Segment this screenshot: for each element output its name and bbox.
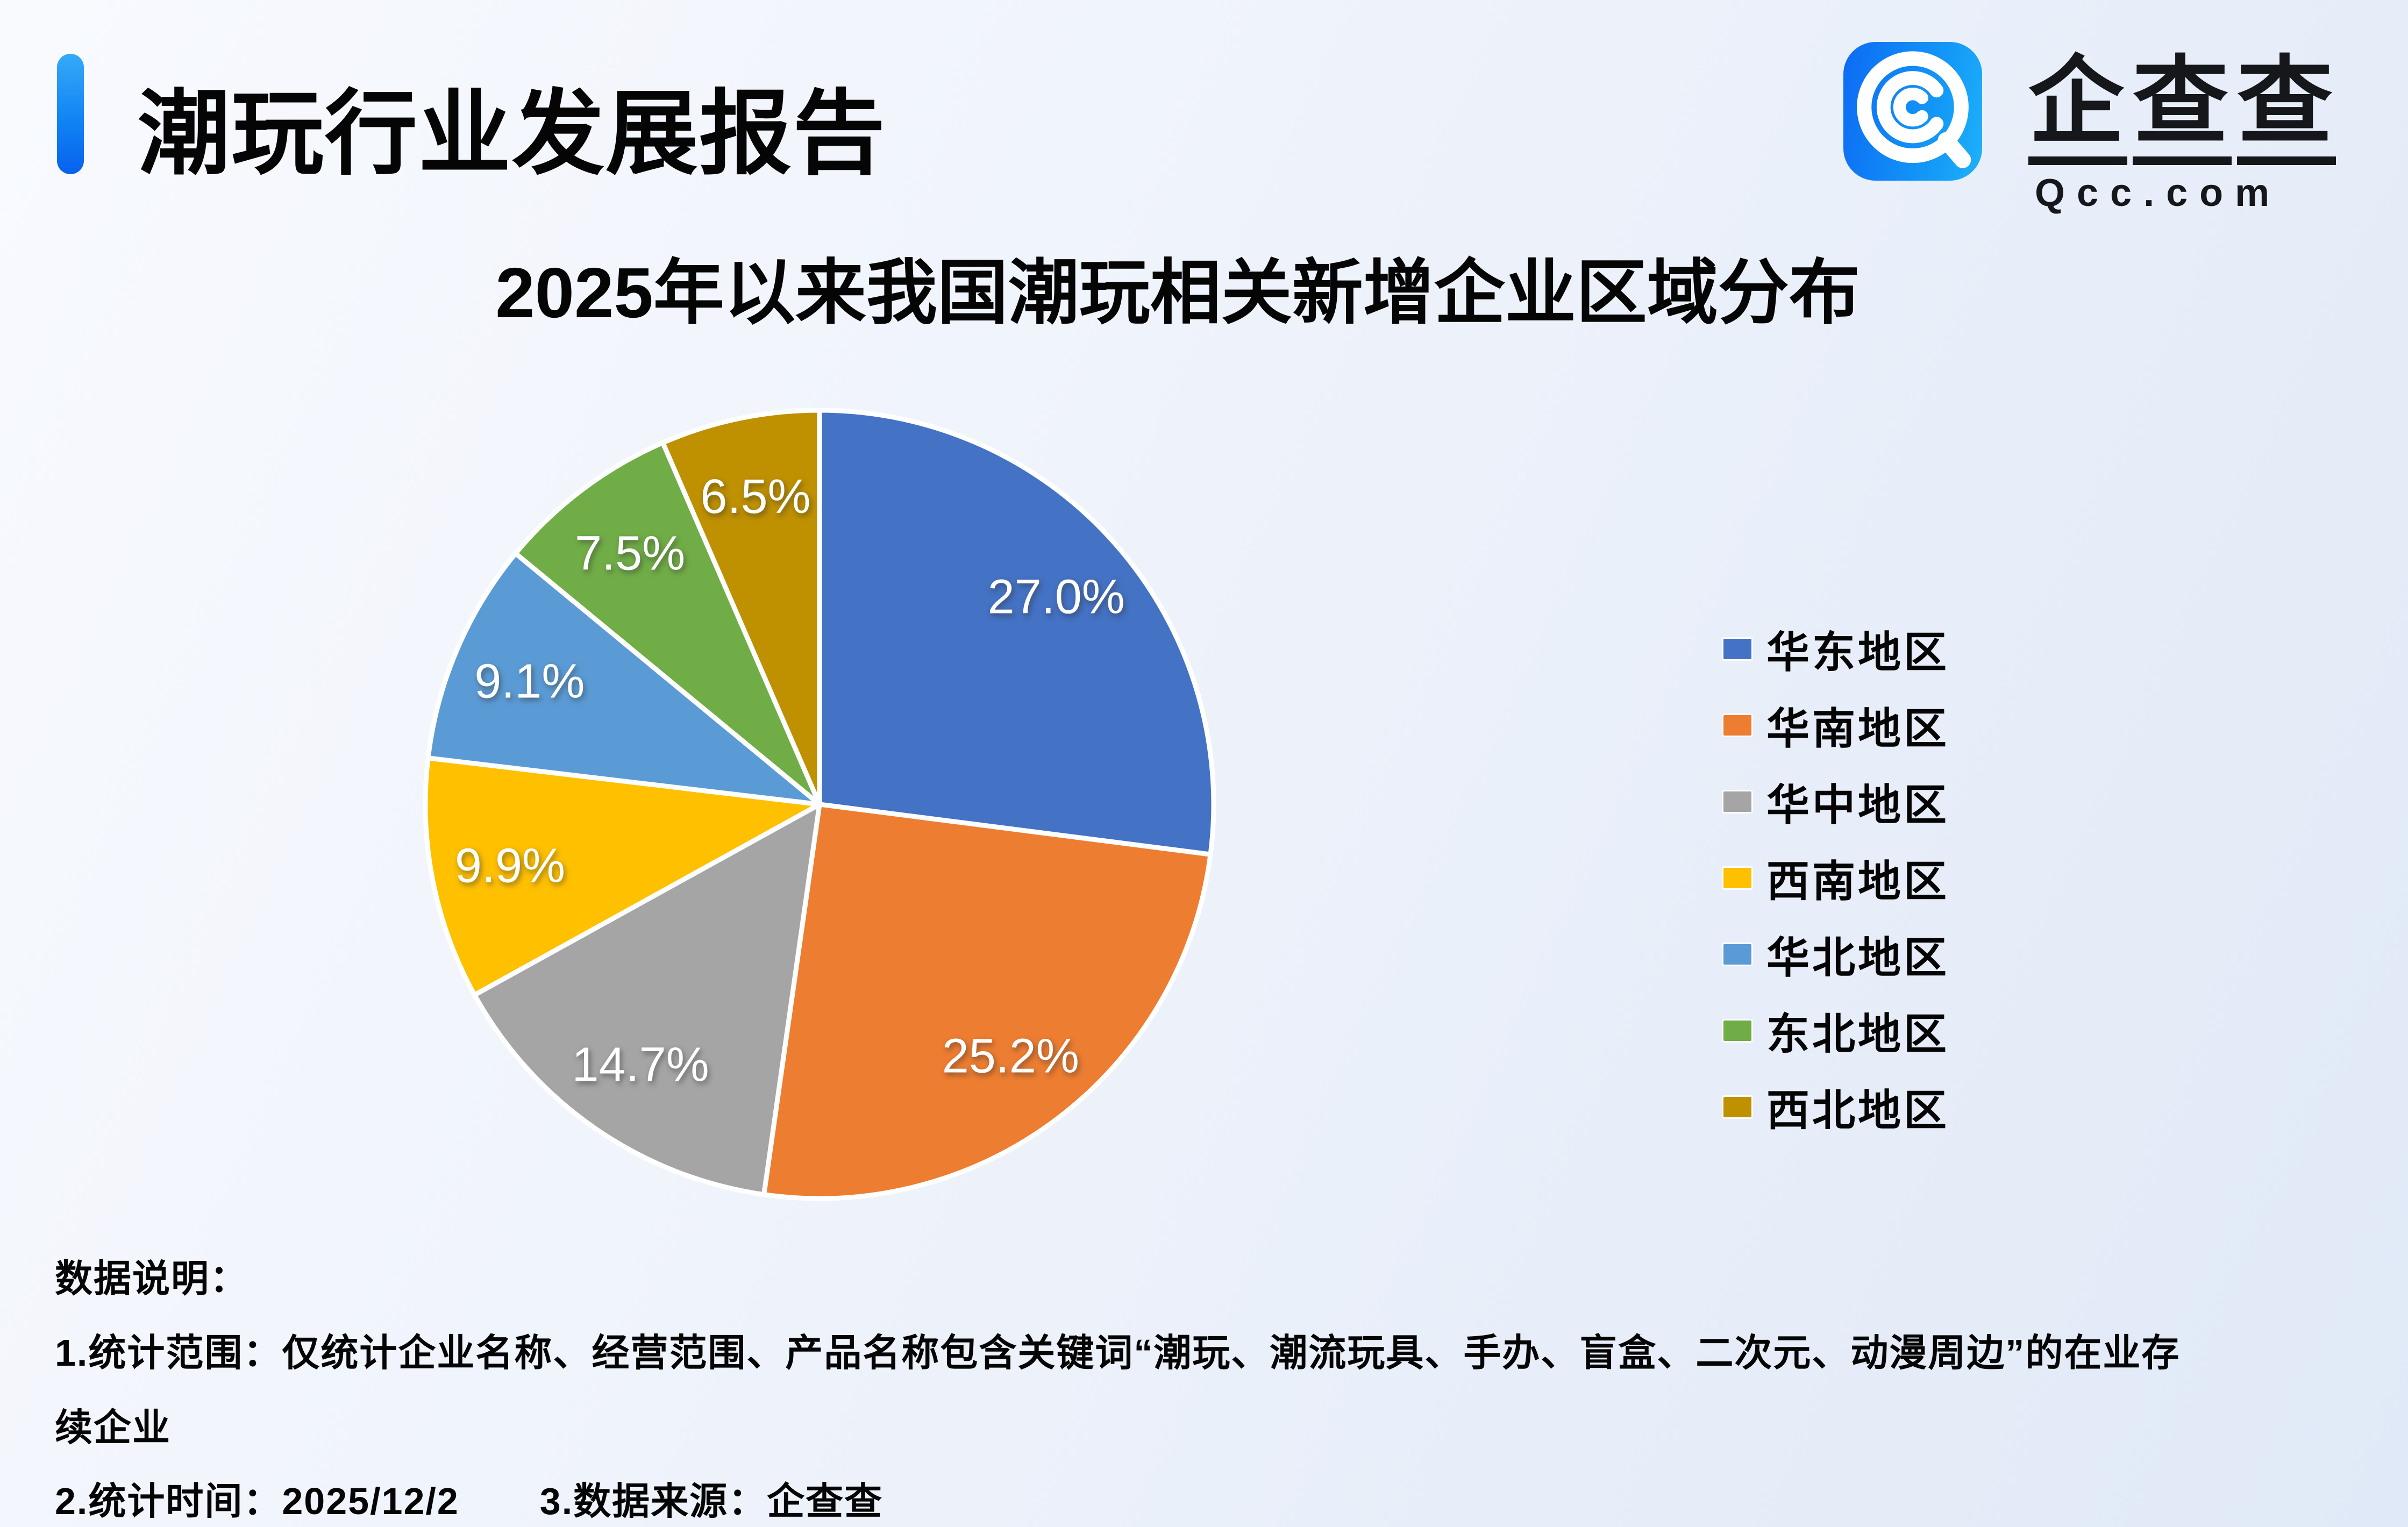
logo-brand-text: 企查查 (2028, 46, 2341, 165)
notes-heading: 数据说明： (55, 1258, 248, 1300)
legend-swatch (1723, 868, 1751, 888)
pie-slice-label: 27.0% (988, 570, 1125, 624)
legend-label: 西南地区 (1766, 858, 1949, 905)
legend-label: 华东地区 (1766, 629, 1949, 676)
logo-domain-text: Qcc.com (2035, 172, 2282, 215)
pie-slice-label: 14.7% (572, 1038, 709, 1092)
legend-item-华北地区: 华北地区 (1723, 916, 1949, 993)
legend-label: 西北地区 (1766, 1087, 1949, 1134)
pie-slice-label: 9.1% (474, 654, 585, 708)
logo-brand-char: 查 (2133, 51, 2232, 165)
pie-slice-西北地区 (660, 408, 822, 807)
pie-slice-西南地区 (423, 755, 822, 997)
pie-slice-华南地区 (761, 802, 1213, 1201)
logo-brand-char: 查 (2237, 51, 2336, 165)
chart-legend: 华东地区华南地区华中地区西南地区华北地区东北地区西北地区 (1723, 611, 1949, 1145)
qcc-magnifier-icon (1843, 42, 1982, 181)
notes-line-1: 1.统计范围：仅统计企业名称、经营范围、产品名称包含关键词“潮玩、潮流玩具、手办… (55, 1332, 2181, 1374)
legend-label: 华南地区 (1766, 705, 1949, 753)
legend-label: 华中地区 (1766, 781, 1949, 829)
pie-slice-label: 25.2% (942, 1030, 1079, 1083)
legend-item-东北地区: 东北地区 (1723, 993, 1949, 1069)
page-title: 潮玩行业发展报告 (138, 82, 886, 185)
header-accent-bar (57, 54, 84, 174)
legend-item-华东地区: 华东地区 (1723, 611, 1949, 687)
pie-slice-label: 6.5% (700, 470, 810, 524)
pie-slice-华中地区 (472, 802, 822, 1197)
legend-label: 东北地区 (1766, 1010, 1949, 1058)
legend-swatch (1723, 1021, 1751, 1041)
legend-swatch (1723, 944, 1751, 965)
legend-item-华南地区: 华南地区 (1723, 687, 1949, 764)
pie-slice-label: 7.5% (575, 526, 685, 580)
notes-line-2: 续企业 (55, 1407, 171, 1448)
pie-slice-华东地区 (817, 408, 1216, 857)
pie-chart: 27.0% 25.2% 14.7% 9.9% 9.1% 7.5% 6.5% (419, 404, 1220, 1204)
legend-item-西北地区: 西北地区 (1723, 1069, 1949, 1145)
legend-item-华中地区: 华中地区 (1723, 764, 1949, 840)
legend-item-西南地区: 西南地区 (1723, 840, 1949, 916)
legend-swatch (1723, 1097, 1751, 1117)
pie-slice-东北地区 (513, 440, 822, 807)
legend-swatch (1723, 715, 1751, 736)
notes-stat-time: 2.统计时间：2025/12/2 (55, 1480, 459, 1522)
legend-label: 华北地区 (1766, 934, 1949, 982)
legend-swatch (1723, 639, 1751, 659)
legend-swatch (1723, 791, 1751, 812)
notes-data-source: 3.数据来源：企查查 (539, 1480, 884, 1522)
logo-brand-char: 企 (2028, 51, 2127, 165)
chart-title: 2025年以来我国潮玩相关新增企业区域分布 (495, 253, 1860, 332)
notes-line-3: 2.统计时间：2025/12/2 3.数据来源：企查查 (55, 1471, 883, 1525)
pie-slice-华北地区 (425, 551, 822, 807)
pie-slice-label: 9.9% (455, 839, 565, 893)
